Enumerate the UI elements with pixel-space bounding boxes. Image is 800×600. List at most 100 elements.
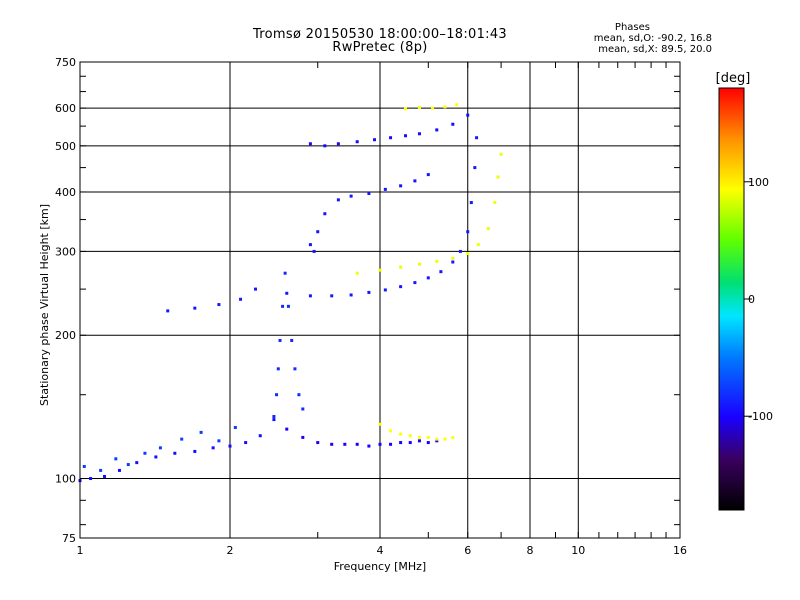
colorbar-ticks: 100 0 -100 [744, 176, 773, 423]
data-point-series-2 [286, 304, 290, 308]
data-point-series-1 [180, 437, 184, 441]
data-point-series-8 [403, 134, 407, 138]
data-point-series-3 [378, 442, 382, 446]
phases-label: Phases [614, 22, 650, 33]
x-axis-label: Frequency [MHz] [334, 560, 426, 573]
data-point-series-2 [290, 338, 294, 342]
data-point-series-9 [417, 105, 421, 109]
data-point-series-5 [475, 136, 479, 140]
data-point-series-0 [135, 461, 139, 465]
data-point-series-8 [435, 128, 439, 132]
data-point-series-0 [193, 449, 197, 453]
grid-lines [80, 62, 680, 538]
data-point-series-5 [383, 288, 387, 292]
data-point-series-6 [399, 265, 403, 269]
data-points [78, 103, 503, 483]
data-point-series-2 [297, 393, 301, 397]
data-point-series-6 [476, 243, 480, 247]
data-point-series-7 [336, 198, 340, 202]
chart-title-line2: RwPretec (8p) [332, 40, 428, 55]
data-point-series-4 [451, 435, 455, 439]
data-point-series-6 [499, 152, 503, 156]
data-point-series-4 [378, 422, 382, 426]
data-point-series-5 [367, 290, 371, 294]
data-point-series-0 [228, 444, 232, 448]
colorbar-tick-label: -100 [748, 410, 773, 423]
data-point-series-1 [233, 425, 237, 429]
data-point-series-5 [458, 249, 462, 253]
data-point-series-2 [278, 338, 282, 342]
data-point-series-7 [383, 187, 387, 191]
data-point-series-1 [114, 457, 118, 461]
data-point-series-7 [308, 243, 312, 247]
data-point-series-4 [408, 434, 412, 438]
colorbar-tick-label: 100 [748, 176, 769, 189]
data-point-series-2 [272, 414, 276, 418]
data-point-series-5 [308, 294, 312, 298]
axis-ticks: 1 2 4 6 8 10 16 75 100 200 300 400 500 600 750 [55, 56, 687, 557]
data-point-series-2 [301, 407, 305, 411]
data-point-series-6 [493, 201, 497, 205]
y-tick-label: 100 [55, 473, 76, 486]
data-point-series-9 [443, 105, 447, 109]
x-tick-label: 8 [527, 544, 534, 557]
data-point-series-5 [253, 287, 257, 291]
data-point-series-0 [103, 474, 107, 478]
data-point-series-6 [355, 271, 359, 275]
data-point-series-3 [330, 442, 334, 446]
data-point-series-2 [283, 271, 287, 275]
data-point-series-7 [367, 192, 371, 196]
data-point-series-5 [193, 306, 197, 310]
data-point-series-4 [399, 432, 403, 436]
x-tick-label: 1 [77, 544, 84, 557]
y-tick-label: 500 [55, 140, 76, 153]
data-point-series-8 [336, 142, 340, 146]
data-point-series-5 [439, 270, 443, 274]
data-point-series-5 [330, 294, 334, 298]
data-point-series-4 [426, 435, 430, 439]
data-point-series-7 [413, 179, 417, 183]
data-point-series-6 [378, 268, 382, 272]
data-point-series-8 [451, 122, 455, 126]
x-tick-label: 6 [464, 544, 471, 557]
data-point-series-5 [217, 303, 221, 307]
data-point-series-5 [426, 276, 430, 280]
data-point-series-0 [244, 441, 248, 445]
data-point-series-0 [117, 468, 121, 472]
y-tick-label: 300 [55, 245, 76, 258]
data-point-series-7 [426, 173, 430, 177]
y-tick-label: 75 [62, 532, 76, 545]
phases-o-stats: mean, sd,O: -90.2, 16.8 [593, 33, 712, 44]
data-point-series-1 [217, 439, 221, 443]
data-point-series-7 [399, 184, 403, 188]
data-point-series-5 [239, 297, 243, 301]
x-tick-label: 10 [571, 544, 585, 557]
y-tick-label: 400 [55, 186, 76, 199]
data-point-series-6 [466, 251, 470, 255]
data-point-series-4 [443, 437, 447, 441]
data-point-series-5 [166, 309, 170, 313]
data-point-series-5 [473, 166, 477, 170]
data-point-series-7 [312, 249, 316, 253]
phases-x-stats: mean, sd,X: 89.5, 20.0 [598, 44, 712, 55]
y-tick-label: 600 [55, 102, 76, 115]
data-point-series-8 [355, 140, 359, 144]
data-point-series-0 [258, 434, 262, 438]
colorbar-tick-label: 0 [748, 293, 755, 306]
data-point-series-9 [455, 103, 459, 107]
data-point-series-1 [99, 468, 103, 472]
data-point-series-6 [451, 256, 455, 260]
data-point-series-0 [154, 455, 158, 459]
data-point-series-0 [211, 446, 215, 450]
data-point-series-3 [343, 442, 347, 446]
y-axis-label: Stationary phase Virtual Height [km] [38, 204, 51, 406]
data-point-series-8 [323, 144, 327, 148]
data-point-series-8 [389, 136, 393, 140]
data-point-series-4 [417, 435, 421, 439]
data-point-series-3 [367, 444, 371, 448]
data-point-series-3 [355, 442, 359, 446]
data-point-series-5 [451, 260, 455, 264]
colorbar [718, 87, 745, 511]
y-tick-label: 750 [55, 56, 76, 69]
